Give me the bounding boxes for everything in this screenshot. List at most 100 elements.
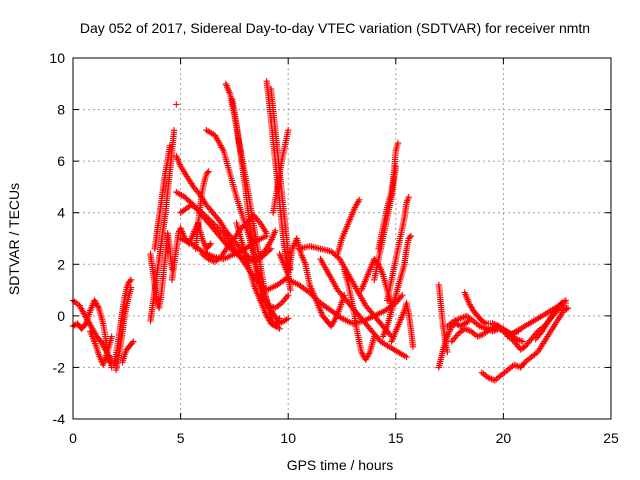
data-point: [371, 333, 378, 340]
x-axis-title: GPS time / hours: [287, 457, 394, 473]
series-arc-34: [379, 232, 415, 340]
series-arc-28: [334, 196, 363, 258]
data-point: [218, 228, 226, 236]
series-arc-05: [112, 284, 135, 374]
data-point: [403, 353, 410, 361]
data-point: [197, 247, 204, 254]
y-tick-labels: -4 -2 0 2 4 6 8 10: [49, 50, 65, 427]
series-arc-06: [119, 338, 137, 366]
series-arc-15: [192, 168, 212, 252]
data-point: [481, 319, 488, 326]
series-arc-29: [341, 266, 378, 363]
data-point: [464, 318, 471, 326]
data-point: [130, 338, 137, 345]
series-arc-23: [269, 127, 292, 216]
data-point: [204, 169, 211, 176]
data-point: [209, 219, 217, 227]
chart-title: Day 052 of 2017, Sidereal Day-to-day VTE…: [80, 20, 590, 36]
data-point: [267, 245, 275, 252]
data-point: [206, 216, 213, 224]
x-tick-label: 20: [496, 430, 512, 446]
series-arc-03: [87, 328, 115, 369]
data-point: [312, 295, 320, 302]
data-point: [263, 230, 270, 237]
plot-frame: [72, 57, 612, 420]
data-point: [108, 333, 115, 340]
data-point: [94, 303, 102, 310]
x-tick-label: 25: [603, 430, 619, 446]
series-arc-44: [532, 299, 569, 343]
y-tick-label: 6: [57, 153, 65, 169]
series-arc-07: [147, 127, 178, 325]
data-point: [564, 304, 572, 312]
data-point: [206, 241, 213, 249]
axis-ticks: [72, 57, 612, 420]
series-arc-19: [229, 96, 292, 327]
y-tick-label: 10: [49, 50, 65, 66]
data-point: [407, 232, 415, 240]
data-point: [356, 196, 363, 203]
y-tick-label: -4: [53, 411, 66, 427]
data-point: [166, 142, 173, 149]
series-arc-20: [233, 219, 283, 330]
data-point: [399, 292, 406, 299]
series-arc-43: [504, 297, 569, 340]
data-point: [562, 299, 569, 307]
series-arc-22: [267, 85, 294, 273]
x-tick-label: 5: [177, 430, 185, 446]
data-point: [337, 314, 344, 321]
data-point: [207, 240, 214, 247]
x-tick-label: 15: [388, 430, 404, 446]
data-point: [287, 286, 294, 294]
x-tick-label: 10: [280, 430, 296, 446]
data-point: [173, 101, 180, 108]
x-tick-labels: 0 5 10 15 20 25: [69, 430, 619, 446]
data-point: [266, 246, 273, 254]
data-point: [272, 227, 279, 234]
data-point: [285, 127, 292, 134]
y-axis-title: SDTVAR / TECUs: [6, 183, 22, 295]
data-point: [202, 212, 209, 219]
data-point: [214, 215, 222, 223]
data-point: [217, 227, 224, 234]
data-point: [129, 339, 136, 347]
data-point: [557, 301, 564, 308]
data-point: [285, 315, 292, 322]
data-point: [308, 290, 315, 298]
series-arc-32: [375, 139, 402, 252]
data-point: [126, 277, 134, 285]
data-point: [406, 234, 413, 241]
series-arc-09: [151, 142, 173, 252]
y-tick-label: 8: [57, 102, 65, 118]
series-arc-33: [384, 194, 412, 304]
data-point: [127, 284, 135, 291]
series-arc-26: [295, 243, 395, 340]
data-point: [127, 276, 135, 283]
data-points: [69, 78, 572, 384]
y-tick-label: 0: [57, 308, 65, 324]
y-tick-label: 2: [57, 256, 65, 272]
data-point: [519, 338, 526, 345]
series-arc-08: [147, 230, 176, 312]
data-point: [214, 224, 221, 231]
series-arc-10: [168, 219, 214, 283]
y-tick-label: 4: [57, 205, 65, 221]
series-arc-37: [435, 317, 473, 371]
data-point: [444, 348, 451, 356]
data-point: [405, 194, 412, 201]
x-tick-label: 0: [69, 430, 77, 446]
data-point: [309, 292, 316, 299]
series-arc-41: [478, 304, 572, 384]
data-point: [394, 139, 402, 147]
isolated-points: [173, 101, 180, 108]
series-arc-35: [388, 299, 417, 350]
data-point: [170, 127, 178, 134]
data-point: [276, 315, 283, 322]
data-point: [563, 305, 570, 313]
data-point: [285, 292, 292, 299]
data-point: [409, 343, 417, 350]
y-tick-label: -2: [53, 359, 66, 375]
data-point: [500, 328, 507, 335]
data-point: [205, 168, 212, 175]
